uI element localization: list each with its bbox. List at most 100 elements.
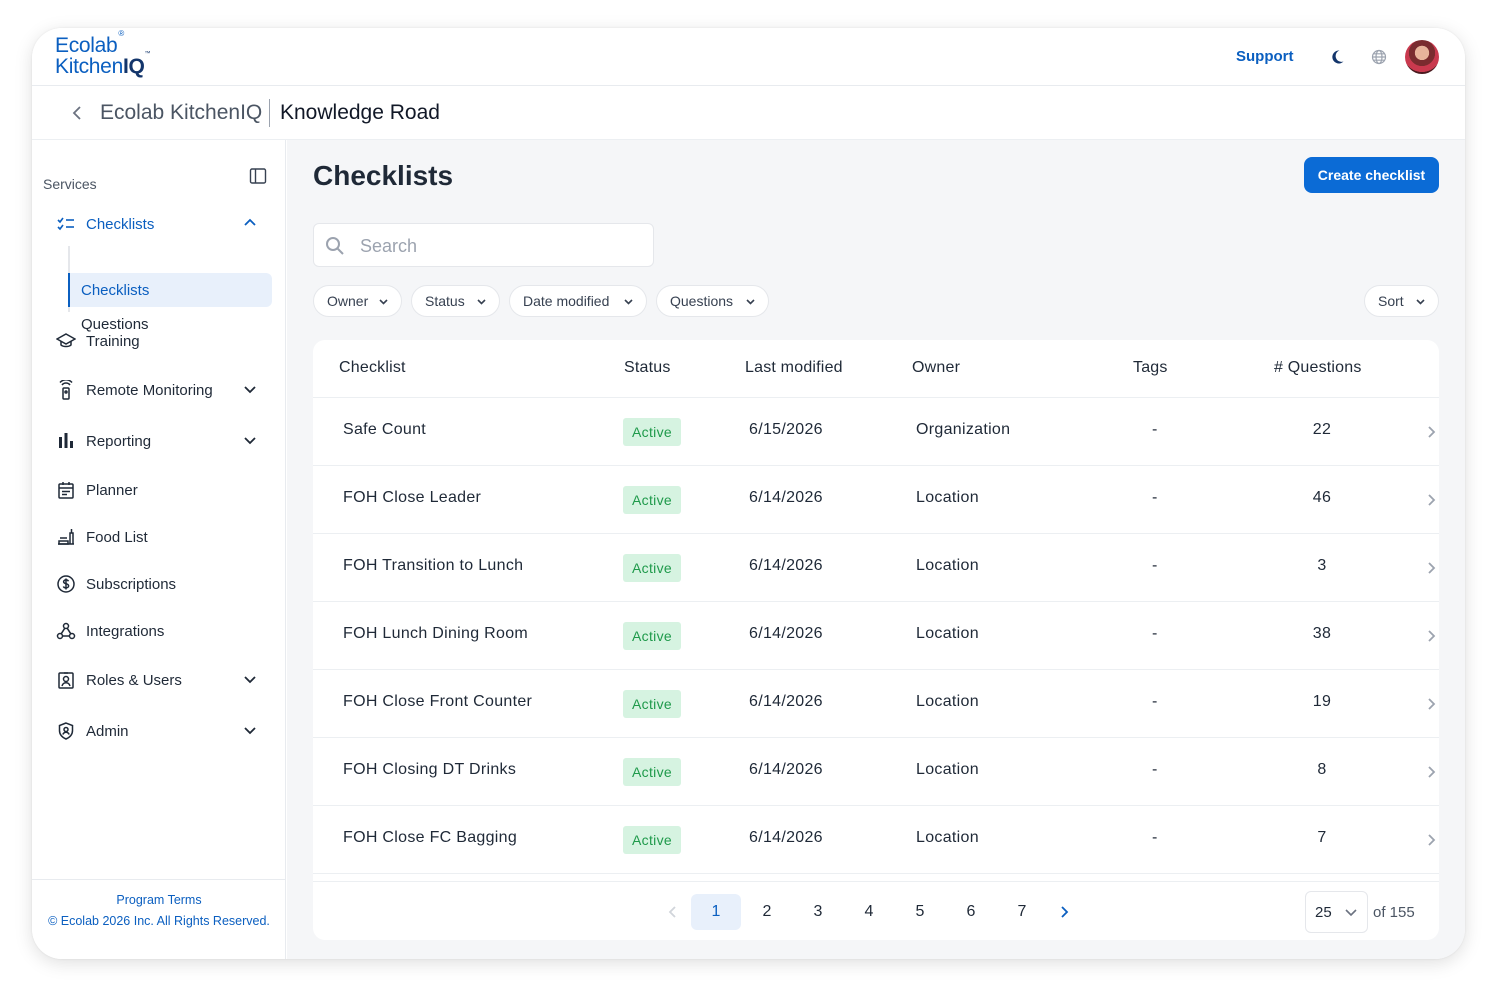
sidebar-item-remote-monitoring[interactable]: Remote Monitoring <box>56 376 266 404</box>
page-button-4[interactable]: 4 <box>864 903 874 920</box>
page-button-1[interactable]: 1 <box>691 894 741 930</box>
sidebar-item-subscriptions[interactable]: Subscriptions <box>56 570 266 598</box>
sidebar-item-reporting[interactable]: Reporting <box>56 427 266 455</box>
status-badge: Active <box>623 418 681 446</box>
column-header-last-modified[interactable]: Last modified <box>745 359 843 376</box>
sidebar-item-label: Integrations <box>86 622 165 640</box>
column-header-checklist[interactable]: Checklist <box>339 359 406 376</box>
sidebar-item-roles-users[interactable]: Roles & Users <box>56 666 266 694</box>
column-header-owner[interactable]: Owner <box>912 359 961 376</box>
chevron-left-icon[interactable] <box>70 104 84 122</box>
search-input[interactable] <box>360 234 640 258</box>
program-terms-link[interactable]: Program Terms <box>116 893 202 907</box>
cell-checklist-name: Safe Count <box>343 421 427 438</box>
cell-checklist-name: FOH Close FC Bagging <box>343 829 518 846</box>
chevron-right-icon[interactable] <box>1425 560 1437 576</box>
chevron-right-icon[interactable] <box>1425 832 1437 848</box>
cell-tags: - <box>1152 625 1158 642</box>
table-row[interactable]: FOH Transition to Lunch Active 6/14/2026… <box>313 534 1439 602</box>
sidebar-item-label: Food List <box>86 528 148 546</box>
sidebar-toggle-icon[interactable] <box>249 167 267 185</box>
chevron-up-icon[interactable] <box>242 215 258 231</box>
breadcrumb-parent[interactable]: Ecolab KitchenIQ <box>100 101 263 124</box>
cell-checklist-name: FOH Closing DT Drinks <box>343 761 517 778</box>
sidebar-item-admin[interactable]: Admin <box>56 717 266 745</box>
page-size-value: 25 <box>1315 904 1332 921</box>
sidebar-item-label: Admin <box>86 722 129 740</box>
cell-owner: Location <box>916 693 979 710</box>
page-button-6[interactable]: 6 <box>966 903 976 920</box>
cell-owner: Location <box>916 829 979 846</box>
page-button-7[interactable]: 7 <box>1017 903 1027 920</box>
brand-logo[interactable]: Ecolab® KitchenIQ™ <box>55 29 175 82</box>
bar-chart-icon <box>59 433 73 448</box>
table-row[interactable]: FOH Lunch Dining Room Active 6/14/2026 L… <box>313 602 1439 670</box>
cell-last-modified: 6/14/2026 <box>749 829 823 846</box>
shield-icon <box>58 722 74 740</box>
page-button-3[interactable]: 3 <box>813 903 823 920</box>
total-count: of 155 <box>1373 904 1415 921</box>
checklist-icon <box>57 217 74 231</box>
search-icon <box>326 237 344 255</box>
filter-questions[interactable]: Questions <box>656 285 769 317</box>
breadcrumb-current: Knowledge Road <box>280 101 440 124</box>
table-row[interactable]: Safe Count Active 6/15/2026 Organization… <box>313 398 1439 466</box>
filter-status[interactable]: Status <box>411 285 500 317</box>
table-row[interactable]: FOH Close FC Bagging Active 6/14/2026 Lo… <box>313 806 1439 874</box>
chevron-down-icon[interactable] <box>242 381 258 397</box>
sidebar-item-planner[interactable]: Planner <box>56 476 266 504</box>
sensor-icon <box>59 380 73 400</box>
table-row[interactable]: FOH Closing DT Drinks Active 6/14/2026 L… <box>313 738 1439 806</box>
page-size-select[interactable]: 25 <box>1305 891 1368 933</box>
sidebar-item-integrations[interactable]: Integrations <box>56 617 266 645</box>
table-row[interactable]: FOH Close Leader Active 6/14/2026 Locati… <box>313 466 1439 534</box>
breadcrumb-divider <box>269 99 270 127</box>
sidebar-item-checklists[interactable]: Checklists <box>56 210 266 238</box>
brand-line2-b: IQ <box>122 55 145 78</box>
support-link[interactable]: Support <box>1236 48 1294 65</box>
chevron-down-icon[interactable] <box>242 671 258 687</box>
sort-button[interactable]: Sort <box>1364 285 1439 317</box>
cell-owner: Organization <box>916 421 1011 438</box>
column-header-questions[interactable]: # Questions <box>1274 359 1362 376</box>
filter-date-modified[interactable]: Date modified <box>509 285 647 317</box>
cell-tags: - <box>1152 829 1158 846</box>
filter-owner[interactable]: Owner <box>313 285 402 317</box>
chevron-right-icon[interactable] <box>1425 628 1437 644</box>
cell-question-count: 46 <box>1312 489 1332 506</box>
dollar-circle-icon <box>57 575 75 593</box>
table-row[interactable]: FOH Close Front Counter Active 6/14/2026… <box>313 670 1439 738</box>
chevron-down-icon[interactable] <box>242 432 258 448</box>
column-header-tags[interactable]: Tags <box>1133 359 1168 376</box>
chevron-right-icon[interactable] <box>1425 424 1437 440</box>
chevron-right-icon[interactable] <box>1425 764 1437 780</box>
chevron-down-icon <box>624 299 633 305</box>
cell-question-count: 7 <box>1317 829 1327 846</box>
chevron-down-icon <box>746 299 755 305</box>
chevron-down-icon[interactable] <box>242 722 258 738</box>
sidebar-subitem-checklists[interactable]: Checklists <box>68 273 272 307</box>
sidebar-item-label: Checklists <box>86 215 155 233</box>
chevron-right-icon[interactable] <box>1425 696 1437 712</box>
page-button-2[interactable]: 2 <box>762 903 772 920</box>
create-checklist-button[interactable]: Create checklist <box>1304 157 1439 193</box>
cell-last-modified: 6/14/2026 <box>749 489 823 506</box>
sidebar-item-training[interactable]: Training <box>56 327 266 355</box>
sidebar-subitem-label: Checklists <box>81 281 150 299</box>
column-header-status[interactable]: Status <box>624 359 671 376</box>
chevron-right-icon[interactable] <box>1425 492 1437 508</box>
page-button-5[interactable]: 5 <box>915 903 925 920</box>
avatar[interactable] <box>1405 40 1439 74</box>
moon-icon[interactable] <box>1329 49 1345 65</box>
filter-label: Date modified <box>523 293 610 309</box>
cell-checklist-name: FOH Close Leader <box>343 489 482 506</box>
cell-tags: - <box>1152 693 1158 710</box>
chevron-left-icon[interactable] <box>665 904 679 920</box>
sidebar-subitem-questions[interactable]: Questions <box>69 307 273 341</box>
cell-last-modified: 6/14/2026 <box>749 761 823 778</box>
cell-tags: - <box>1152 557 1158 574</box>
globe-icon[interactable] <box>1371 49 1387 65</box>
status-badge: Active <box>623 622 681 650</box>
sidebar-item-food-list[interactable]: Food List <box>56 523 266 551</box>
chevron-right-icon[interactable] <box>1058 904 1072 920</box>
